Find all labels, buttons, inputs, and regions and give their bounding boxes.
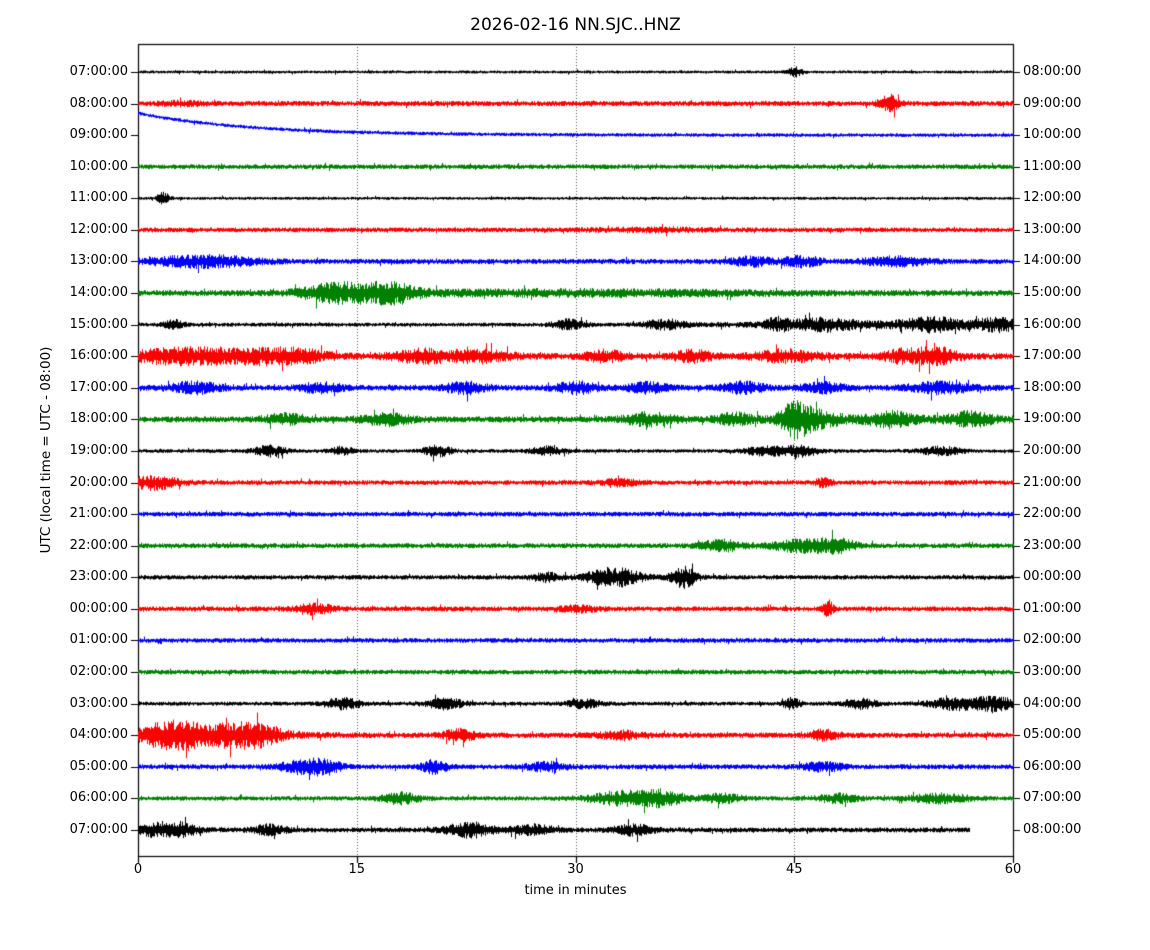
utc-time-label: 03:00:00: [69, 695, 128, 711]
local-time-label: 00:00:00: [1023, 569, 1082, 585]
utc-time-label: 02:00:00: [69, 664, 128, 680]
local-time-label: 03:00:00: [1023, 664, 1082, 680]
x-tick-label: 15: [348, 862, 366, 877]
local-time-label: 12:00:00: [1023, 190, 1082, 206]
utc-time-label: 00:00:00: [69, 600, 128, 616]
utc-time-label: 14:00:00: [69, 285, 128, 301]
local-time-label: 16:00:00: [1023, 316, 1082, 332]
local-time-label: 17:00:00: [1023, 348, 1082, 364]
local-time-label: 10:00:00: [1023, 127, 1082, 143]
utc-time-label: 10:00:00: [69, 158, 128, 174]
utc-time-label: 07:00:00: [69, 64, 128, 79]
utc-time-label: 05:00:00: [69, 758, 128, 774]
local-time-label: 01:00:00: [1023, 600, 1082, 616]
x-tick-label: 30: [567, 862, 584, 877]
local-time-label: 08:00:00: [1023, 64, 1082, 79]
local-time-label: 23:00:00: [1023, 537, 1082, 553]
local-time-label: 15:00:00: [1023, 285, 1082, 301]
utc-time-label: 23:00:00: [69, 569, 128, 585]
local-time-label: 13:00:00: [1023, 221, 1082, 237]
x-tick-label: 45: [785, 862, 803, 877]
utc-time-label: 09:00:00: [69, 127, 128, 143]
utc-time-label: 13:00:00: [69, 253, 128, 269]
utc-time-label: 06:00:00: [69, 790, 128, 806]
x-tick-label: 0: [133, 862, 143, 877]
local-time-label: 04:00:00: [1023, 695, 1082, 711]
x-tick-label: 60: [1004, 862, 1022, 877]
local-time-label: 14:00:00: [1023, 253, 1082, 269]
utc-time-label: 01:00:00: [69, 632, 128, 648]
utc-time-label: 16:00:00: [69, 348, 128, 364]
local-time-label: 20:00:00: [1023, 442, 1082, 458]
utc-time-label: 04:00:00: [69, 727, 128, 743]
utc-time-label: 19:00:00: [69, 442, 128, 458]
local-time-label: 11:00:00: [1023, 158, 1082, 174]
utc-time-label: 22:00:00: [69, 537, 128, 553]
utc-time-label: 07:00:00: [69, 821, 128, 837]
utc-time-label: 21:00:00: [69, 506, 128, 522]
local-time-label: 09:00:00: [1023, 95, 1082, 111]
local-time-label: 06:00:00: [1023, 758, 1082, 774]
local-time-label: 21:00:00: [1023, 474, 1082, 490]
local-time-label: 22:00:00: [1023, 506, 1082, 522]
utc-time-label: 11:00:00: [69, 190, 128, 206]
utc-time-label: 18:00:00: [69, 411, 128, 427]
local-time-label: 02:00:00: [1023, 632, 1082, 648]
local-time-label: 05:00:00: [1023, 727, 1082, 743]
utc-time-label: 08:00:00: [69, 95, 128, 111]
utc-time-label: 12:00:00: [69, 221, 128, 237]
chart-title: 2026-02-16 NN.SJC..HNZ: [470, 15, 681, 35]
utc-time-label: 17:00:00: [69, 379, 128, 395]
utc-time-label: 20:00:00: [69, 474, 128, 490]
local-time-label: 19:00:00: [1023, 411, 1082, 427]
local-time-label: 18:00:00: [1023, 379, 1082, 395]
local-time-label: 08:00:00: [1023, 821, 1082, 837]
local-time-label: 07:00:00: [1023, 790, 1082, 806]
utc-time-label: 15:00:00: [69, 316, 128, 332]
x-axis-label: time in minutes: [524, 883, 627, 898]
